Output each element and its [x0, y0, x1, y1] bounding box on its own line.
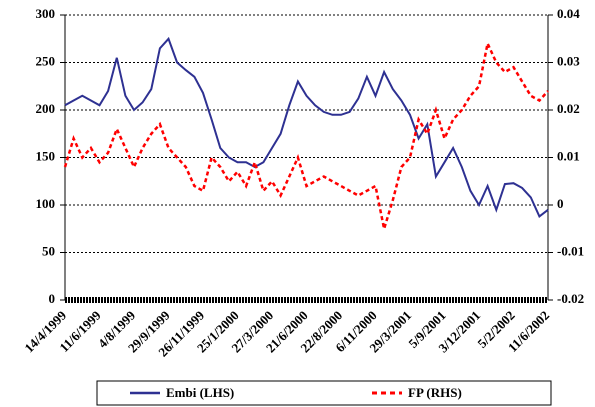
y2-tick-label: -0.02: [557, 291, 584, 306]
y-tick-label: 150: [36, 148, 56, 163]
series-line: [63, 39, 549, 230]
legend-box: [96, 380, 552, 406]
y2-tick-label: -0.01: [557, 243, 584, 258]
series-line: [64, 36, 549, 218]
y-tick-label: 300: [36, 6, 56, 21]
y-tick-label: 200: [36, 101, 56, 116]
y-tick-label: 0: [49, 291, 56, 306]
y-tick-label: 250: [36, 53, 56, 68]
y2-tick-label: 0.01: [557, 148, 580, 163]
legend-label: FP (RHS): [408, 385, 462, 400]
y2-tick-label: 0.02: [557, 101, 580, 116]
y2-tick-label: 0: [557, 196, 564, 211]
y2-tick-label: 0.03: [557, 53, 580, 68]
y2-tick-label: 0.04: [557, 6, 580, 21]
y-tick-label: 100: [36, 196, 56, 211]
y-tick-label: 50: [42, 243, 55, 258]
legend-label: Embi (LHS): [166, 385, 234, 400]
